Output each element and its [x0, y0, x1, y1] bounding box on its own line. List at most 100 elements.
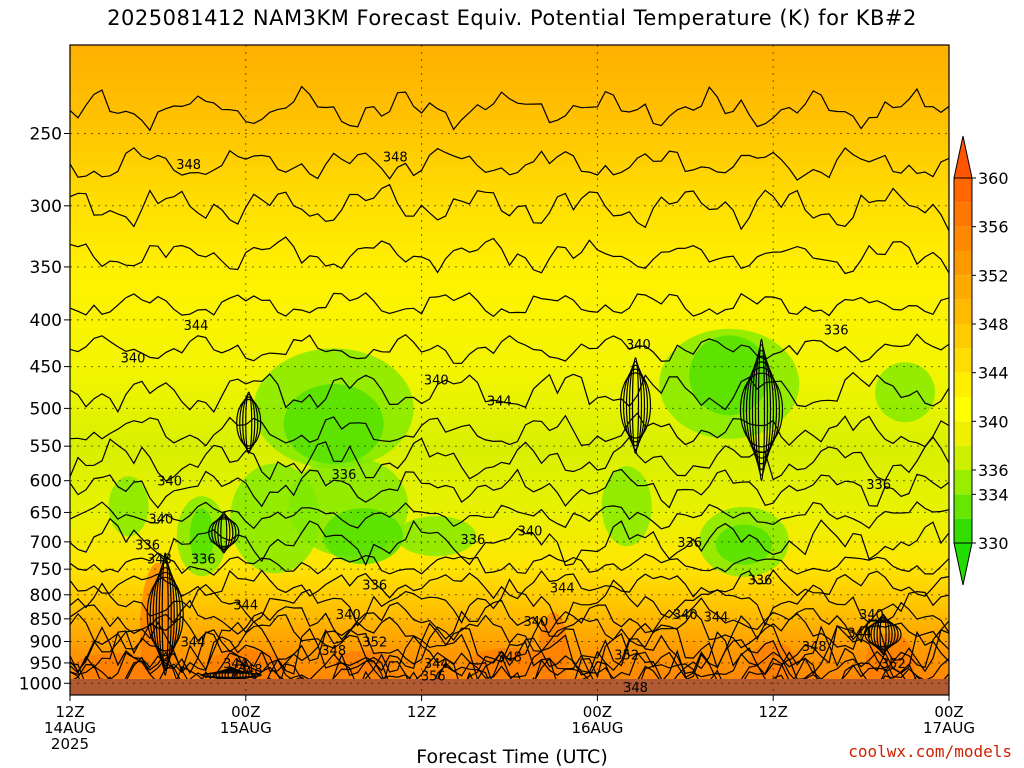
contour-line	[70, 468, 949, 509]
colorbar-bin	[954, 470, 972, 495]
contour-label: 348	[383, 151, 408, 166]
y-tick-label: 300	[30, 197, 62, 217]
contour-cell	[149, 571, 181, 657]
colorbar-bin	[954, 445, 972, 470]
x-tick-label: 2025	[51, 735, 89, 753]
contour-cell	[214, 515, 234, 551]
contour-cell	[242, 394, 256, 452]
x-tick-label: 12Z	[759, 703, 788, 721]
colorbar-bin	[954, 324, 972, 349]
contour-line	[70, 625, 949, 694]
contour-label: 356	[421, 669, 446, 684]
contour-cell	[158, 557, 172, 671]
contour-line	[70, 183, 949, 232]
contour-cell	[873, 616, 893, 652]
x-tick-label: 12Z	[55, 703, 84, 721]
x-tick-label: 00Z	[231, 703, 260, 721]
contour-label: 348	[802, 640, 827, 655]
contour-cell	[739, 372, 784, 448]
contour-line	[70, 614, 949, 674]
contour-label: 344	[233, 599, 258, 614]
contour-label: 344	[704, 610, 729, 625]
contour-cell	[146, 576, 184, 652]
contour-label: 336	[135, 539, 160, 554]
contour-line	[70, 412, 949, 448]
y-tick-label: 400	[30, 311, 62, 331]
x-tick-label: 00Z	[583, 703, 612, 721]
colorbar-bin	[954, 518, 972, 543]
contour-cell	[622, 368, 649, 443]
contour-label: 344	[223, 657, 248, 672]
contour-line	[70, 371, 949, 414]
contour-cell	[619, 372, 652, 439]
plot-frame	[69, 44, 950, 696]
contour-line	[70, 610, 949, 653]
contour-label: 336	[677, 536, 702, 551]
contour-cell	[211, 516, 237, 549]
x-tick-label: 12Z	[407, 703, 436, 721]
y-tick-label: 600	[30, 472, 62, 492]
contour-cell	[239, 396, 259, 450]
contour-line	[70, 517, 949, 567]
contour-label: 344	[550, 581, 575, 596]
contour-cell	[208, 518, 240, 548]
contour-line	[70, 333, 949, 365]
contour-label: 344	[181, 635, 206, 650]
colorbar-bin	[954, 421, 972, 446]
contour-label: 340	[626, 338, 651, 353]
colorbar-bin	[954, 494, 972, 519]
contour-label: 340	[859, 608, 884, 623]
contour-label: 336	[362, 579, 387, 594]
contour-line	[70, 568, 949, 600]
colorbar: 330 334 336 340 344 348 352 356 360	[953, 135, 1009, 586]
ground-band	[70, 679, 949, 695]
colorbar-label: 352	[978, 266, 1009, 285]
contour-label: 336	[191, 552, 216, 567]
contour-cell	[751, 349, 772, 470]
contour-cell	[631, 357, 640, 454]
contour-label: 340	[157, 475, 182, 490]
contour-label: 348	[176, 158, 201, 173]
colorbar-bin	[954, 178, 972, 203]
colorbar-label: 356	[978, 218, 1009, 237]
colorbar-bin	[954, 275, 972, 300]
colorbar-label: 360	[978, 169, 1009, 188]
contour-line	[70, 147, 949, 181]
contour-label: 344	[184, 319, 209, 334]
x-tick-label: 00Z	[934, 703, 963, 721]
colorbar-bottom-arrow	[953, 542, 973, 586]
y-tick-label: 950	[30, 654, 62, 674]
contour-cell	[628, 360, 643, 451]
contour-label: 348	[321, 644, 346, 659]
y-tick-label: 750	[30, 560, 62, 580]
colorbar-bin	[954, 202, 972, 227]
contour-label: 340	[424, 374, 449, 389]
chart-title: 2025081412 NAM3KM Forecast Equiv. Potent…	[107, 6, 917, 30]
contour-cell	[152, 567, 178, 662]
x-tick-label: 15AUG	[220, 719, 272, 737]
contour-cell	[236, 398, 262, 447]
contour-label: 352	[614, 648, 639, 663]
y-tick-label: 350	[30, 258, 62, 278]
x-axis-title: Forecast Time (UTC)	[416, 746, 608, 768]
colorbar-label: 344	[978, 364, 1009, 383]
contour-label: 348	[238, 663, 263, 678]
colorbar-bin	[954, 348, 972, 373]
contour-label: 348	[497, 651, 522, 666]
contour-cell	[754, 344, 769, 476]
contour-cell	[245, 391, 253, 454]
contour-cell	[217, 513, 231, 552]
contour-label: 352	[881, 657, 906, 672]
contour-cell	[200, 672, 262, 679]
colorbar-bin	[954, 372, 972, 397]
colorbar-label: 336	[978, 461, 1009, 480]
contour-label: 348	[623, 681, 648, 696]
y-tick-label: 800	[30, 586, 62, 606]
colorbar-label: 348	[978, 315, 1009, 334]
contour-cell	[876, 615, 890, 654]
contour-line	[70, 597, 949, 641]
colorbar-bin	[954, 299, 972, 324]
y-tick-label: 650	[30, 503, 62, 523]
colorbar-frame	[953, 177, 973, 544]
